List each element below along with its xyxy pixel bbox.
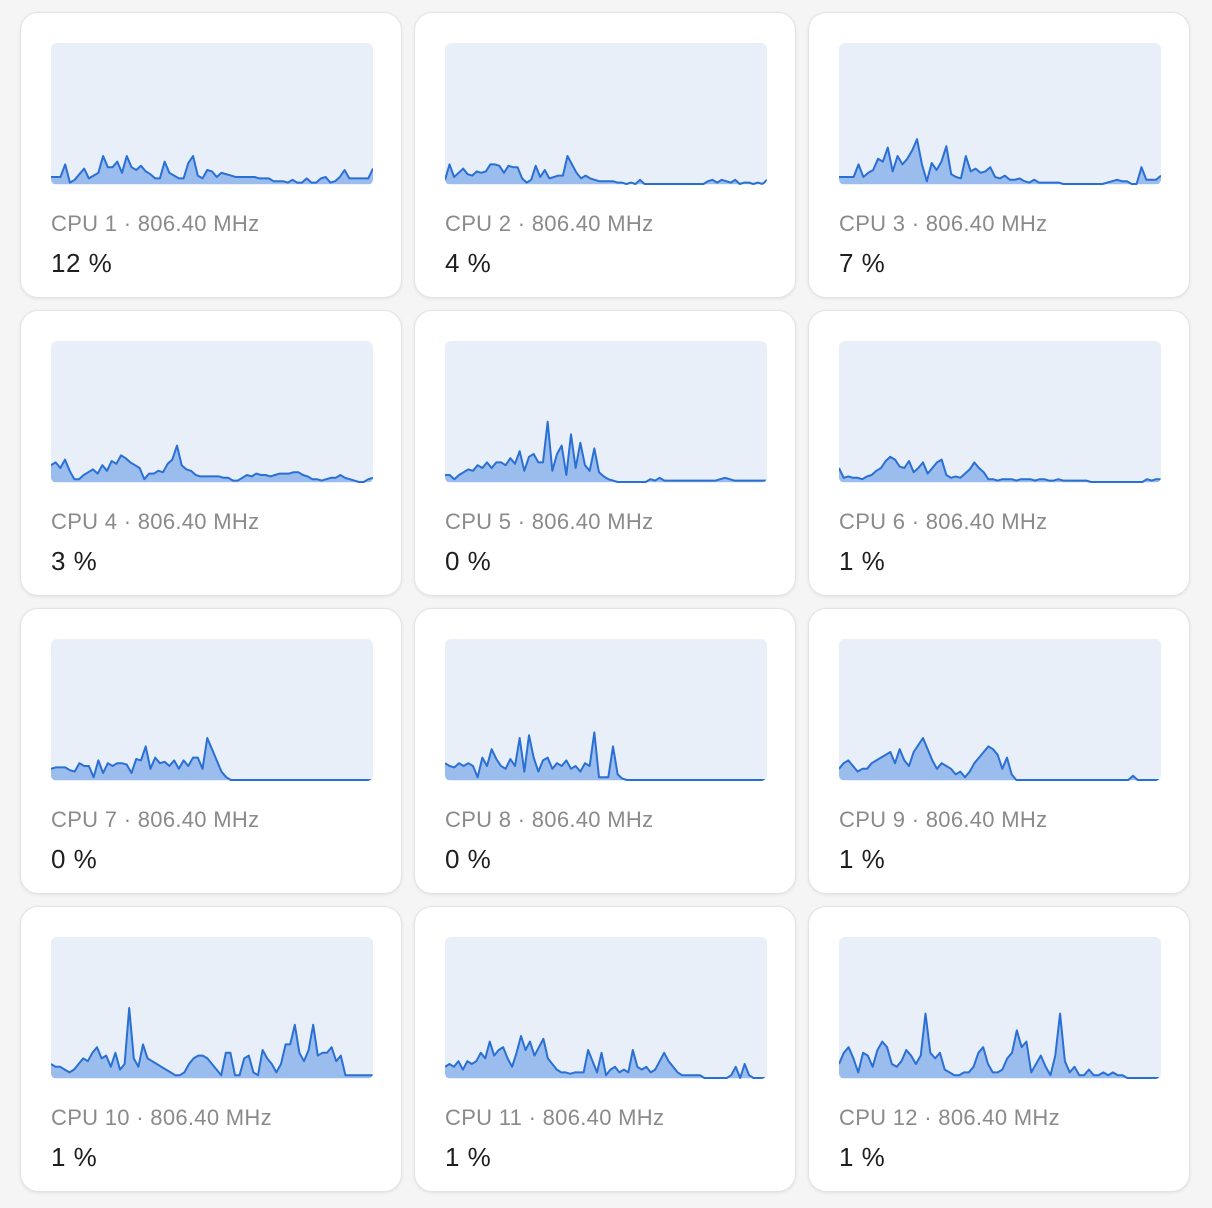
cpu-label: CPU 3 · 806.40 MHz: [839, 211, 1048, 236]
usage-line: [445, 155, 767, 185]
cpu-usage-chart: [839, 341, 1161, 483]
usage-area: [445, 1036, 767, 1078]
usage-area: [51, 1008, 373, 1078]
cpu-usage-sparkline: [839, 737, 1161, 781]
cpu-card-12[interactable]: CPU 12 · 806.40 MHz 1 %: [808, 906, 1190, 1192]
cpu-label: CPU 6 · 806.40 MHz: [839, 509, 1048, 534]
cpu-label: CPU 5 · 806.40 MHz: [445, 509, 654, 534]
cpu-usage-chart: [51, 937, 373, 1079]
cpu-card-1[interactable]: CPU 1 · 806.40 MHz 12 %: [20, 12, 402, 298]
cpu-card-6[interactable]: CPU 6 · 806.40 MHz 1 %: [808, 310, 1190, 596]
cpu-card-5[interactable]: CPU 5 · 806.40 MHz 0 %: [414, 310, 796, 596]
cpu-usage-value: 4 %: [445, 248, 492, 278]
cpu-card-9[interactable]: CPU 9 · 806.40 MHz 1 %: [808, 608, 1190, 894]
cpu-usage-chart: [839, 937, 1161, 1079]
usage-area: [839, 456, 1161, 482]
cpu-usage-chart: [51, 43, 373, 185]
usage-area: [51, 738, 373, 780]
cpu-usage-value: 3 %: [51, 546, 98, 576]
cpu-usage-sparkline: [51, 1007, 373, 1078]
usage-area: [445, 421, 767, 482]
cpu-usage-chart: [51, 639, 373, 781]
cpu-card-7[interactable]: CPU 7 · 806.40 MHz 0 %: [20, 608, 402, 894]
cpu-card-2[interactable]: CPU 2 · 806.40 MHz 4 %: [414, 12, 796, 298]
cpu-usage-sparkline: [445, 420, 767, 483]
cpu-usage-sparkline: [51, 444, 373, 483]
cpu-label: CPU 12 · 806.40 MHz: [839, 1105, 1060, 1130]
usage-line: [839, 1012, 1161, 1079]
usage-area: [445, 156, 767, 184]
cpu-label: CPU 7 · 806.40 MHz: [51, 807, 260, 832]
cpu-usage-chart: [445, 937, 767, 1079]
cpu-card-10[interactable]: CPU 10 · 806.40 MHz 1 %: [20, 906, 402, 1192]
cpu-usage-value: 12 %: [51, 248, 113, 278]
cpu-usage-sparkline: [445, 155, 767, 185]
cpu-usage-chart: [839, 639, 1161, 781]
cpu-usage-value: 0 %: [445, 546, 492, 576]
usage-area: [839, 738, 1161, 780]
cpu-usage-value: 7 %: [839, 248, 886, 278]
usage-area: [51, 156, 373, 184]
cpu-usage-sparkline: [445, 731, 767, 781]
usage-area: [839, 139, 1161, 184]
cpu-label: CPU 9 · 806.40 MHz: [839, 807, 1048, 832]
cpu-usage-sparkline: [51, 737, 373, 781]
cpu-usage-sparkline: [839, 455, 1161, 483]
cpu-usage-value: 1 %: [839, 546, 886, 576]
cpu-usage-value: 1 %: [445, 1142, 492, 1172]
usage-line: [51, 444, 373, 483]
cpu-card-11[interactable]: CPU 11 · 806.40 MHz 1 %: [414, 906, 796, 1192]
cpu-usage-chart: [51, 341, 373, 483]
usage-line: [51, 155, 373, 184]
cpu-usage-sparkline: [839, 1012, 1161, 1079]
usage-area: [445, 732, 767, 780]
cpu-usage-value: 1 %: [839, 844, 886, 874]
cpu-label: CPU 2 · 806.40 MHz: [445, 211, 654, 236]
cpu-usage-sparkline: [839, 138, 1161, 185]
cpu-usage-sparkline: [51, 155, 373, 184]
cpu-usage-chart: [445, 639, 767, 781]
usage-area: [839, 1013, 1161, 1078]
cpu-label: CPU 4 · 806.40 MHz: [51, 509, 260, 534]
cpu-usage-value: 1 %: [51, 1142, 98, 1172]
cpu-label: CPU 11 · 806.40 MHz: [445, 1105, 665, 1130]
usage-line: [445, 420, 767, 483]
cpu-usage-chart: [445, 43, 767, 185]
cpu-usage-chart: [445, 341, 767, 483]
usage-line: [839, 138, 1161, 185]
usage-line: [445, 1035, 767, 1079]
cpu-label: CPU 1 · 806.40 MHz: [51, 211, 260, 236]
usage-line: [839, 737, 1161, 781]
cpu-usage-sparkline: [445, 1035, 767, 1079]
cpu-label: CPU 10 · 806.40 MHz: [51, 1105, 272, 1130]
cpu-card-8[interactable]: CPU 8 · 806.40 MHz 0 %: [414, 608, 796, 894]
cpu-usage-chart: [839, 43, 1161, 185]
cpu-usage-value: 1 %: [839, 1142, 886, 1172]
usage-line: [445, 731, 767, 781]
usage-line: [51, 1007, 373, 1077]
cpu-usage-value: 0 %: [51, 844, 98, 874]
usage-line: [51, 737, 373, 781]
cpu-label: CPU 8 · 806.40 MHz: [445, 807, 654, 832]
cpu-card-4[interactable]: CPU 4 · 806.40 MHz 3 %: [20, 310, 402, 596]
usage-line: [839, 455, 1161, 483]
cpu-usage-value: 0 %: [445, 844, 492, 874]
cpu-card-3[interactable]: CPU 3 · 806.40 MHz 7 %: [808, 12, 1190, 298]
